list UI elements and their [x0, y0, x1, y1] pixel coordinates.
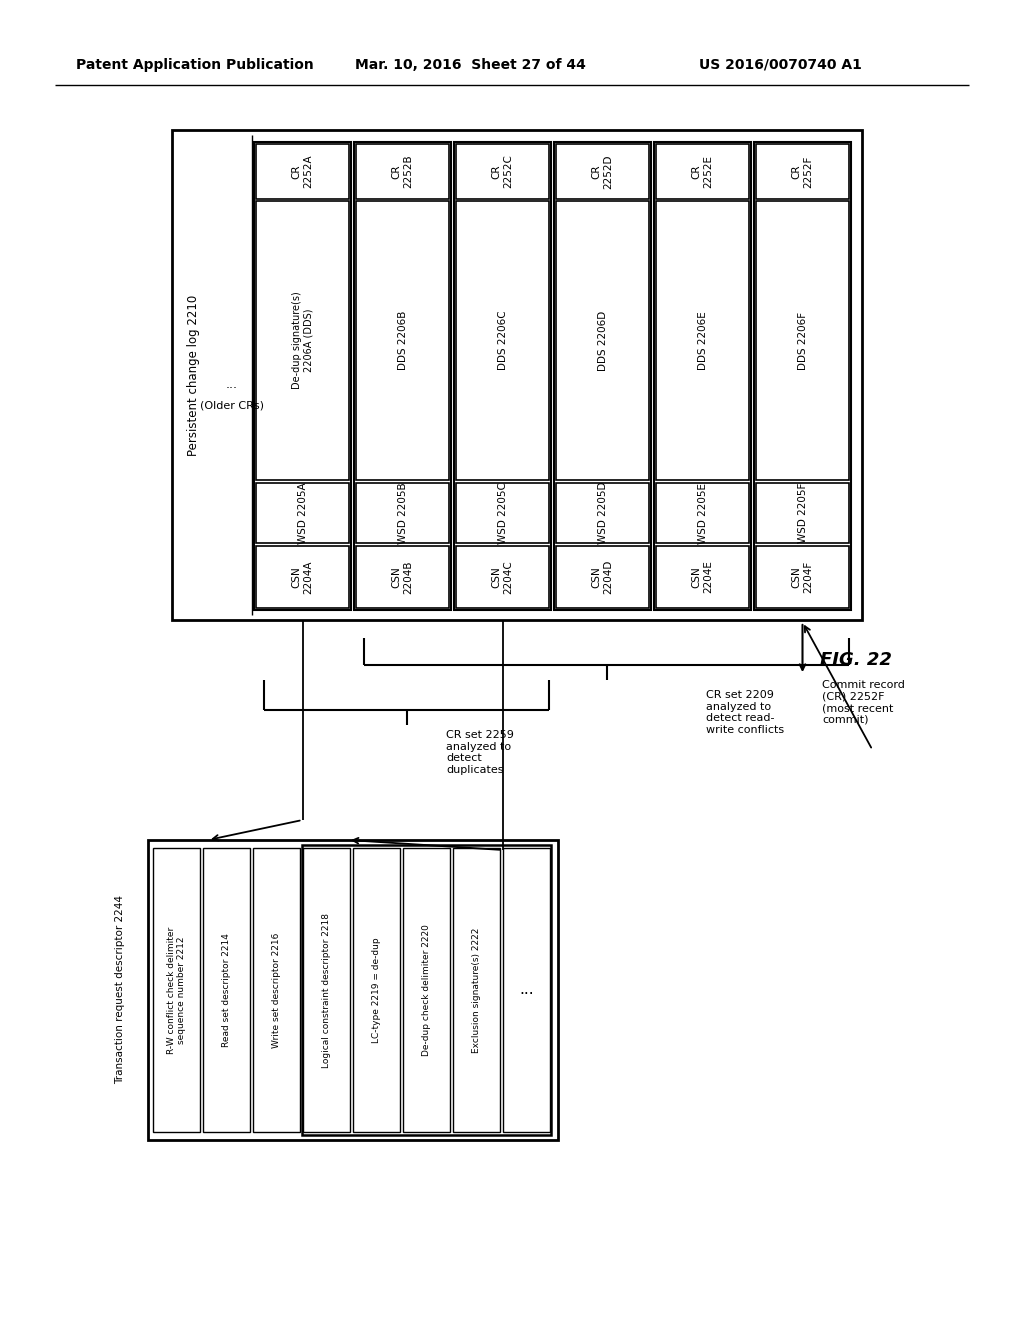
Bar [203, 847, 250, 1133]
Text: CR set 2209
analyzed to
detect read-
write conflicts: CR set 2209 analyzed to detect read- wri… [707, 690, 784, 735]
Text: US 2016/0070740 A1: US 2016/0070740 A1 [698, 58, 861, 73]
Text: CR
2252E: CR 2252E [691, 154, 714, 187]
Bar [356, 144, 449, 199]
Bar [254, 143, 351, 610]
Bar [256, 201, 349, 480]
Text: CR set 2259
analyzed to
detect
duplicates: CR set 2259 analyzed to detect duplicate… [446, 730, 514, 775]
Text: Persistent change log 2210: Persistent change log 2210 [187, 294, 201, 455]
Bar [656, 483, 749, 543]
Text: Transaction request descriptor 2244: Transaction request descriptor 2244 [115, 895, 125, 1085]
Bar [356, 201, 449, 480]
Text: CSN
2204C: CSN 2204C [492, 560, 513, 594]
Text: ...: ... [226, 379, 238, 392]
Text: FIG. 22: FIG. 22 [820, 651, 892, 669]
Text: DDS 2206E: DDS 2206E [697, 312, 708, 370]
Bar [754, 143, 851, 610]
Text: R-W conflict check delimiter
sequence number 2212: R-W conflict check delimiter sequence nu… [167, 927, 186, 1053]
Bar [756, 144, 849, 199]
Bar [556, 144, 649, 199]
Text: CR
2252F: CR 2252F [792, 156, 813, 187]
Text: Write set descriptor 2216: Write set descriptor 2216 [272, 932, 281, 1048]
Text: WSD 2205A: WSD 2205A [298, 482, 307, 544]
Bar [356, 546, 449, 609]
Bar [253, 847, 300, 1133]
Bar [554, 143, 651, 610]
Bar [302, 845, 551, 1135]
Text: DDS 2206D: DDS 2206D [597, 310, 607, 371]
Text: Read set descriptor 2214: Read set descriptor 2214 [222, 933, 231, 1047]
Text: CSN
2204D: CSN 2204D [592, 560, 613, 594]
Bar [456, 201, 549, 480]
Bar [503, 847, 550, 1133]
Bar [656, 546, 749, 609]
Text: (Older CRs): (Older CRs) [200, 400, 264, 411]
Text: WSD 2205C: WSD 2205C [498, 482, 508, 544]
Bar [153, 847, 200, 1133]
Text: WSD 2205B: WSD 2205B [397, 482, 408, 544]
Bar [148, 840, 558, 1140]
Bar [654, 143, 751, 610]
Text: DDS 2206C: DDS 2206C [498, 310, 508, 371]
Text: ...: ... [519, 982, 534, 998]
Bar [756, 483, 849, 543]
Text: Logical constraint descriptor 2218: Logical constraint descriptor 2218 [322, 912, 331, 1068]
Bar [756, 546, 849, 609]
Text: CSN
2204E: CSN 2204E [691, 561, 714, 594]
Bar [456, 144, 549, 199]
Bar [456, 483, 549, 543]
Text: DDS 2206F: DDS 2206F [798, 312, 808, 370]
Bar [656, 144, 749, 199]
Text: CSN
2204F: CSN 2204F [792, 561, 813, 593]
Text: De-dup check delimiter 2220: De-dup check delimiter 2220 [422, 924, 431, 1056]
Text: Exclusion signature(s) 2222: Exclusion signature(s) 2222 [472, 928, 481, 1052]
Bar [453, 847, 500, 1133]
Text: WSD 2205D: WSD 2205D [597, 482, 607, 544]
Text: CSN
2204B: CSN 2204B [392, 560, 414, 594]
Text: LC-type 2219 = de-dup: LC-type 2219 = de-dup [372, 937, 381, 1043]
Bar [353, 847, 400, 1133]
Text: CSN
2204A: CSN 2204A [292, 560, 313, 594]
Bar [556, 201, 649, 480]
Text: DDS 2206B: DDS 2206B [397, 310, 408, 370]
Bar [756, 201, 849, 480]
Text: CR
2252D: CR 2252D [592, 154, 613, 189]
Text: CR
2252A: CR 2252A [292, 154, 313, 189]
Bar [403, 847, 450, 1133]
Text: De-dup signature(s)
2206A (DDS): De-dup signature(s) 2206A (DDS) [292, 292, 313, 389]
Bar [256, 483, 349, 543]
Bar [256, 546, 349, 609]
Text: Mar. 10, 2016  Sheet 27 of 44: Mar. 10, 2016 Sheet 27 of 44 [354, 58, 586, 73]
Bar [656, 201, 749, 480]
Bar [356, 483, 449, 543]
Text: WSD 2205F: WSD 2205F [798, 483, 808, 544]
Text: CR
2252B: CR 2252B [392, 154, 414, 189]
Bar [456, 546, 549, 609]
Bar [454, 143, 551, 610]
Text: Commit record
(CR) 2252F
(most recent
commit): Commit record (CR) 2252F (most recent co… [822, 680, 905, 725]
Bar [303, 847, 350, 1133]
Text: Patent Application Publication: Patent Application Publication [76, 58, 314, 73]
Bar [354, 143, 451, 610]
Bar [556, 483, 649, 543]
Text: WSD 2205E: WSD 2205E [697, 483, 708, 544]
Bar [172, 129, 862, 620]
Bar [556, 546, 649, 609]
Text: CR
2252C: CR 2252C [492, 154, 513, 189]
Bar [256, 144, 349, 199]
